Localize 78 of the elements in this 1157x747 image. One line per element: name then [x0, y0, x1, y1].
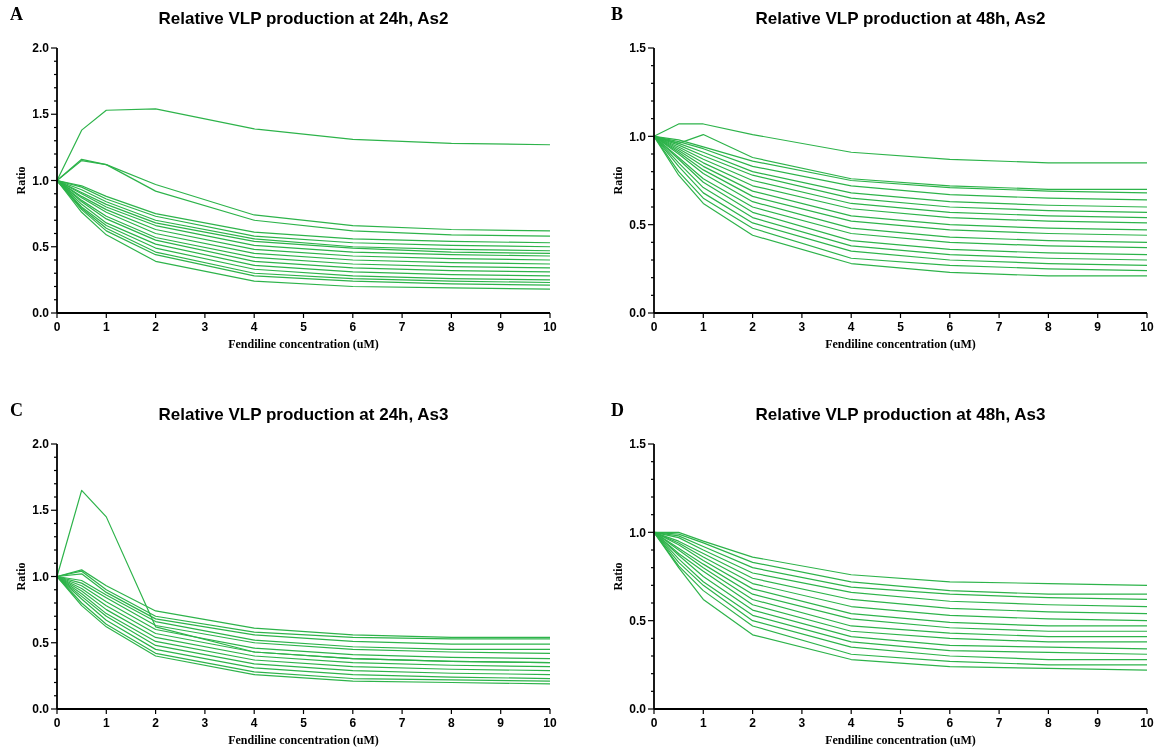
x-tick-label: 4 — [250, 320, 258, 334]
x-tick-label: 0 — [650, 716, 658, 730]
x-tick-label: 2 — [152, 320, 160, 334]
y-tick-label: 1.5 — [629, 41, 647, 56]
x-tick-label: 7 — [398, 320, 406, 334]
x-tick-label: 1 — [699, 320, 707, 334]
text: D — [611, 400, 624, 420]
x-tick-label: 10 — [543, 716, 557, 730]
x-axis-title: Fendiline concentration (uM) — [825, 733, 976, 747]
x-tick-label: 2 — [749, 320, 757, 334]
y-tick-label: 1.5 — [629, 437, 647, 452]
chart-title: Relative VLP production at 48h, As3 — [755, 405, 1046, 424]
text: C — [10, 400, 23, 420]
x-tick-label: 8 — [448, 320, 456, 334]
y-tick-label: 1.5 — [32, 107, 50, 122]
x-tick-label: 4 — [847, 320, 855, 334]
x-tick-label: 8 — [1045, 716, 1053, 730]
chart-title: Relative VLP production at 24h, As2 — [158, 9, 449, 28]
x-tick-label: 3 — [798, 320, 806, 334]
x-tick-label: 0 — [650, 320, 658, 334]
y-tick-label: 0.5 — [629, 613, 647, 628]
x-tick-label: 5 — [897, 716, 905, 730]
y-tick-label: 0.5 — [32, 239, 50, 254]
x-tick-label: 3 — [798, 716, 806, 730]
x-tick-label: 3 — [201, 320, 209, 334]
chart-title: Relative VLP production at 24h, As3 — [158, 405, 449, 424]
y-axis-title: Ratio — [611, 562, 625, 591]
x-tick-label: 6 — [946, 716, 954, 730]
text: A — [10, 4, 23, 24]
y-tick-label: 0.0 — [629, 702, 647, 717]
x-tick-label: 3 — [201, 716, 209, 730]
x-tick-label: 8 — [1045, 320, 1053, 334]
x-tick-label: 9 — [497, 320, 505, 334]
y-tick-label: 1.0 — [629, 525, 647, 540]
x-tick-label: 4 — [847, 716, 855, 730]
x-axis-title: Fendiline concentration (uM) — [228, 337, 379, 351]
x-tick-label: 2 — [152, 716, 160, 730]
y-axis-title: Ratio — [14, 166, 28, 195]
x-tick-label: 0 — [53, 320, 61, 334]
y-tick-label: 0.5 — [32, 635, 50, 650]
chart-title: Relative VLP production at 48h, As2 — [755, 9, 1046, 28]
x-tick-label: 7 — [398, 716, 406, 730]
x-tick-label: 6 — [946, 320, 954, 334]
x-tick-label: 9 — [1094, 716, 1102, 730]
y-axis-title: Ratio — [14, 562, 28, 591]
x-tick-label: 8 — [448, 716, 456, 730]
x-tick-label: 9 — [497, 716, 505, 730]
y-tick-label: 0.0 — [32, 702, 50, 717]
y-tick-label: 0.5 — [629, 217, 647, 232]
x-tick-label: 10 — [1140, 320, 1154, 334]
y-tick-label: 1.0 — [32, 173, 50, 188]
x-tick-label: 9 — [1094, 320, 1102, 334]
y-tick-label: 2.0 — [32, 41, 50, 56]
x-tick-label: 10 — [1140, 716, 1154, 730]
x-tick-label: 1 — [699, 716, 707, 730]
x-axis-title: Fendiline concentration (uM) — [228, 733, 379, 747]
x-tick-label: 5 — [897, 320, 905, 334]
x-tick-label: 6 — [349, 716, 357, 730]
y-tick-label: 1.0 — [32, 569, 50, 584]
x-axis-title: Fendiline concentration (uM) — [825, 337, 976, 351]
x-tick-label: 5 — [300, 320, 308, 334]
x-tick-label: 5 — [300, 716, 308, 730]
x-tick-label: 10 — [543, 320, 557, 334]
x-tick-label: 2 — [749, 716, 757, 730]
x-tick-label: 7 — [995, 320, 1003, 334]
y-tick-label: 1.0 — [629, 129, 647, 144]
y-tick-label: 0.0 — [629, 306, 647, 321]
y-axis-title: Ratio — [611, 166, 625, 195]
text: B — [611, 4, 624, 24]
x-tick-label: 1 — [102, 320, 110, 334]
x-tick-label: 4 — [250, 716, 258, 730]
x-tick-label: 6 — [349, 320, 357, 334]
x-tick-label: 1 — [102, 716, 110, 730]
x-tick-label: 0 — [53, 716, 61, 730]
y-tick-label: 0.0 — [32, 306, 50, 321]
y-tick-label: 1.5 — [32, 503, 50, 518]
y-tick-label: 2.0 — [32, 437, 50, 452]
x-tick-label: 7 — [995, 716, 1003, 730]
